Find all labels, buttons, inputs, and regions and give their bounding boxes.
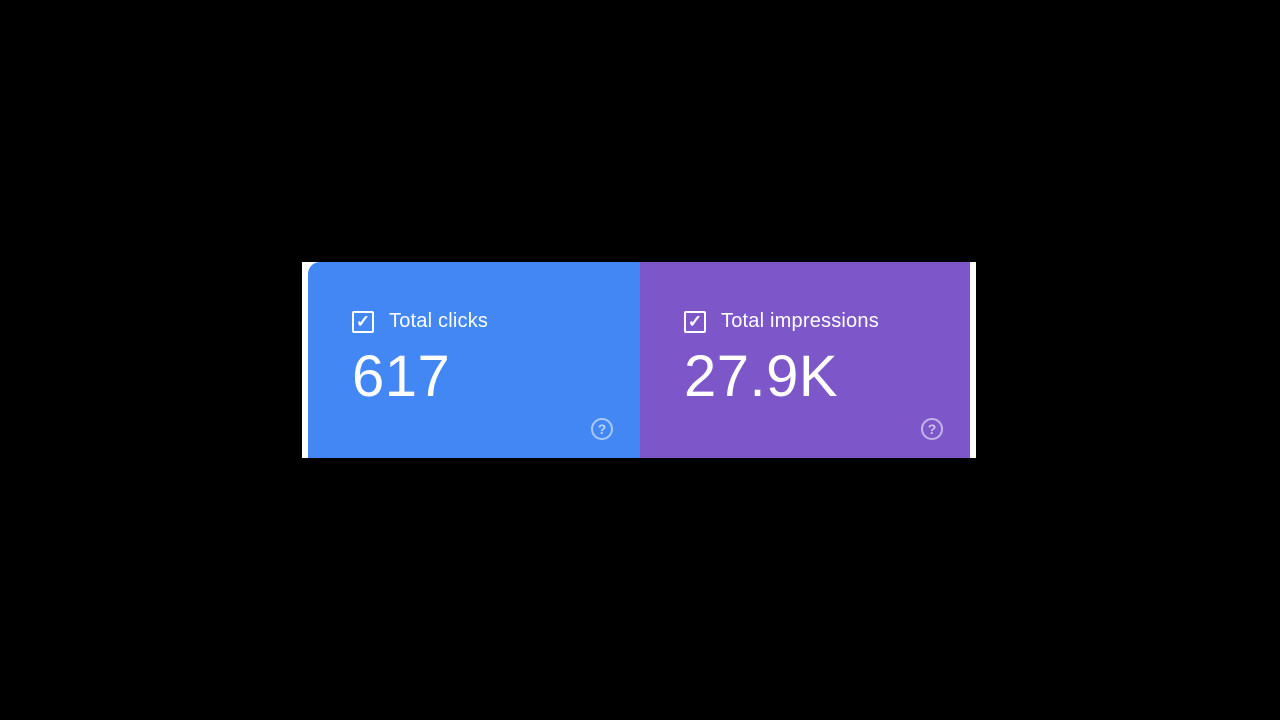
total-clicks-header: ✓ Total clicks (352, 310, 640, 333)
help-icon[interactable]: ? (921, 418, 943, 440)
total-clicks-value: 617 (352, 344, 451, 409)
total-impressions-value: 27.9K (684, 344, 839, 409)
total-clicks-card[interactable]: ✓ Total clicks 617 ? (308, 262, 640, 458)
total-impressions-label: Total impressions (721, 310, 879, 332)
total-impressions-card[interactable]: ✓ Total impressions 27.9K ? (640, 262, 970, 458)
total-impressions-checkbox[interactable]: ✓ (684, 310, 706, 333)
total-impressions-header: ✓ Total impressions (684, 310, 970, 333)
metrics-panel: ✓ Total clicks 617 ? ✓ Total impressions… (302, 262, 976, 458)
total-clicks-label: Total clicks (389, 310, 489, 332)
total-clicks-checkbox[interactable]: ✓ (352, 310, 374, 333)
help-icon[interactable]: ? (591, 418, 613, 440)
